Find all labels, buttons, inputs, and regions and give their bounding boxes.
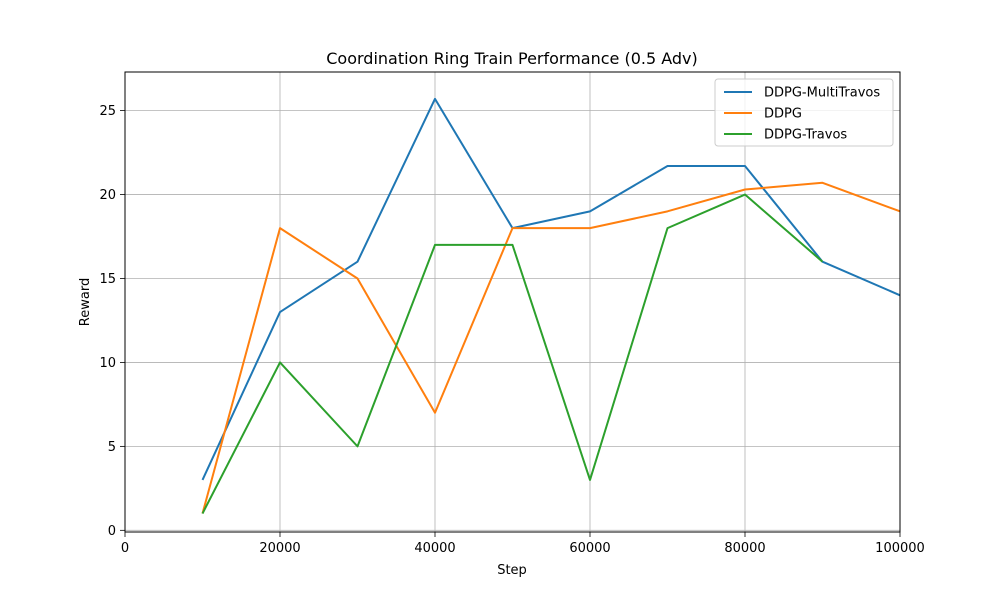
x-tick-label: 100000 bbox=[875, 541, 925, 556]
y-axis-label: Reward bbox=[78, 278, 93, 326]
y-tick-label: 25 bbox=[99, 104, 116, 119]
grid bbox=[124, 72, 901, 532]
chart-title: Coordination Ring Train Performance (0.5… bbox=[326, 49, 698, 68]
legend-label-ddpg-multitravos: DDPG-MultiTravos bbox=[764, 86, 880, 101]
series-line-ddpg-travos bbox=[201, 193, 824, 514]
x-axis-ticks: 0 20000 40000 60000 80000 100000 bbox=[121, 532, 925, 556]
series-lines bbox=[201, 97, 901, 514]
y-tick-label: 20 bbox=[99, 188, 116, 203]
x-tick-label: 80000 bbox=[724, 541, 765, 556]
legend: DDPG-MultiTravos DDPG DDPG-Travos bbox=[714, 78, 894, 147]
y-tick-label: 0 bbox=[108, 524, 116, 539]
series-line-ddpg-multitravos bbox=[201, 97, 901, 481]
x-axis-label: Step bbox=[497, 563, 527, 578]
x-tick-label: 40000 bbox=[414, 541, 455, 556]
y-tick-label: 15 bbox=[99, 272, 116, 287]
x-tick-label: 0 bbox=[121, 541, 129, 556]
x-tick-label: 20000 bbox=[259, 541, 300, 556]
x-tick-label: 60000 bbox=[569, 541, 610, 556]
legend-box bbox=[714, 78, 894, 147]
plot-frame bbox=[124, 71, 901, 533]
legend-label-ddpg: DDPG bbox=[764, 107, 802, 122]
y-tick-label: 10 bbox=[99, 356, 116, 371]
y-axis-ticks: 0 5 10 15 20 25 bbox=[99, 104, 125, 539]
y-tick-label: 5 bbox=[108, 440, 116, 455]
series-line-ddpg bbox=[201, 181, 901, 514]
legend-label-ddpg-travos: DDPG-Travos bbox=[764, 128, 847, 143]
